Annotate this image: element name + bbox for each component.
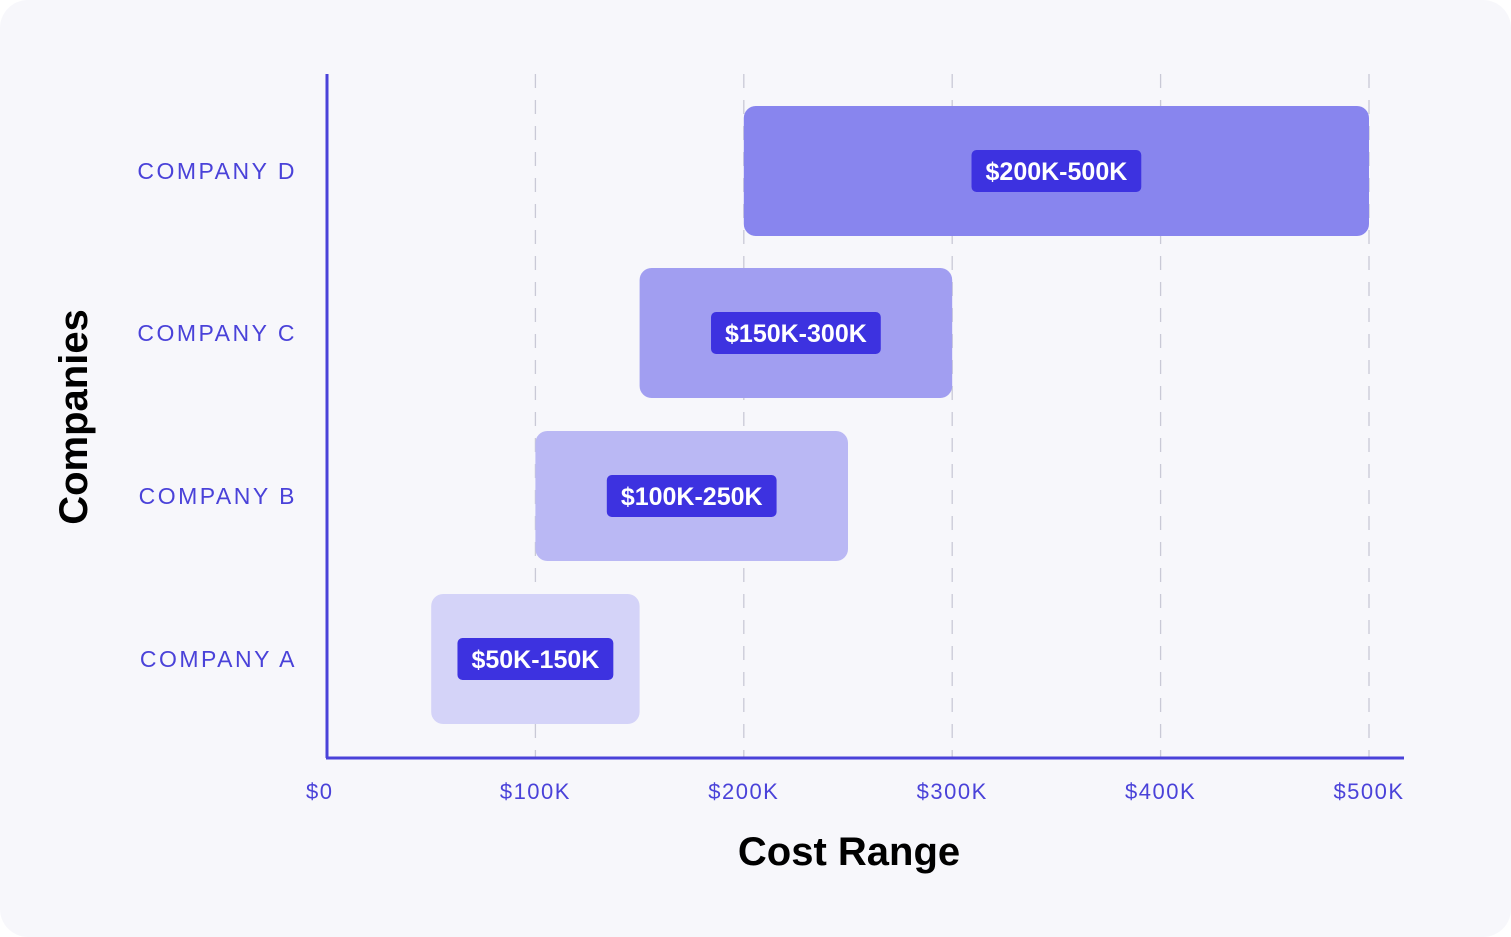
x-tick-labels: $0 $100K $200K $300K $400K $500K (306, 779, 1404, 804)
x-tick-label: $200K (708, 779, 779, 804)
axes (325, 74, 1404, 760)
category-labels: COMPANY D COMPANY C COMPANY B COMPANY A (137, 158, 297, 672)
y-axis-title: Companies (52, 309, 96, 525)
category-label: COMPANY A (140, 646, 297, 672)
range-label: $200K-500K (986, 158, 1128, 186)
bars: $200K-500K $150K-300K $100K-250K $50K-150K (431, 106, 1369, 724)
range-label-badge (606, 475, 777, 517)
range-label: $150K-300K (725, 320, 867, 348)
range-label-badge (457, 638, 614, 680)
range-label: $100K-250K (621, 483, 763, 511)
x-tick-label: $100K (500, 779, 571, 804)
x-tick-label: $0 (306, 779, 333, 804)
category-label: COMPANY C (137, 320, 297, 346)
x-axis-title: Cost Range (738, 830, 960, 874)
category-label: COMPANY D (137, 158, 297, 184)
x-tick-label: $500K (1333, 779, 1404, 804)
range-label-badge (971, 150, 1142, 192)
range-label: $50K-150K (471, 646, 599, 674)
x-tick-label: $300K (917, 779, 988, 804)
x-tick-label: $400K (1125, 779, 1196, 804)
category-label: COMPANY B (139, 483, 297, 509)
range-label-badge (711, 312, 881, 354)
